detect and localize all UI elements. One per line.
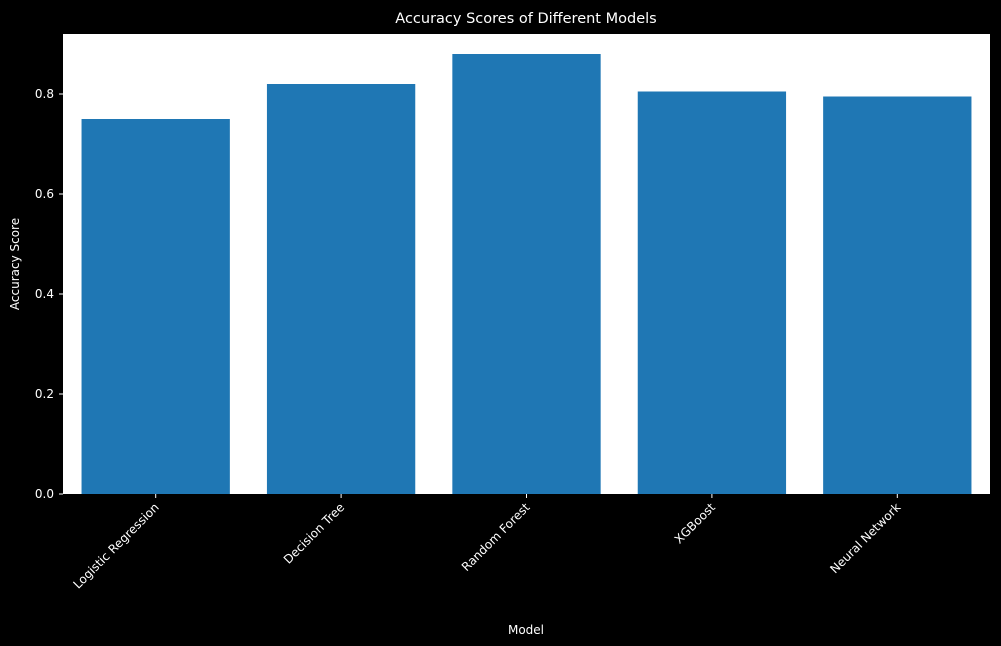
y-tick-label: 0.0 [35,487,54,501]
x-axis-title: Model [508,623,544,637]
y-tick-label: 0.8 [35,87,54,101]
y-tick-label: 0.4 [35,287,54,301]
bar-logistic-regression [81,119,230,494]
bar-neural-network [823,96,972,494]
chart-title: Accuracy Scores of Different Models [395,11,656,27]
y-tick-label: 0.2 [35,387,54,401]
bar-xgboost [637,91,787,494]
x-tick-label: Logistic Regression [71,500,162,591]
x-tick-label: Neural Network [827,500,903,576]
y-tick-label: 0.6 [35,187,54,201]
x-tick-label: Decision Tree [281,500,347,566]
x-tick-label: XGBoost [672,500,718,546]
bar-random-forest [452,54,601,494]
x-tick-label: Random Forest [459,500,533,574]
y-axis-title: Accuracy Score [8,218,22,310]
bar-decision-tree [266,84,416,494]
